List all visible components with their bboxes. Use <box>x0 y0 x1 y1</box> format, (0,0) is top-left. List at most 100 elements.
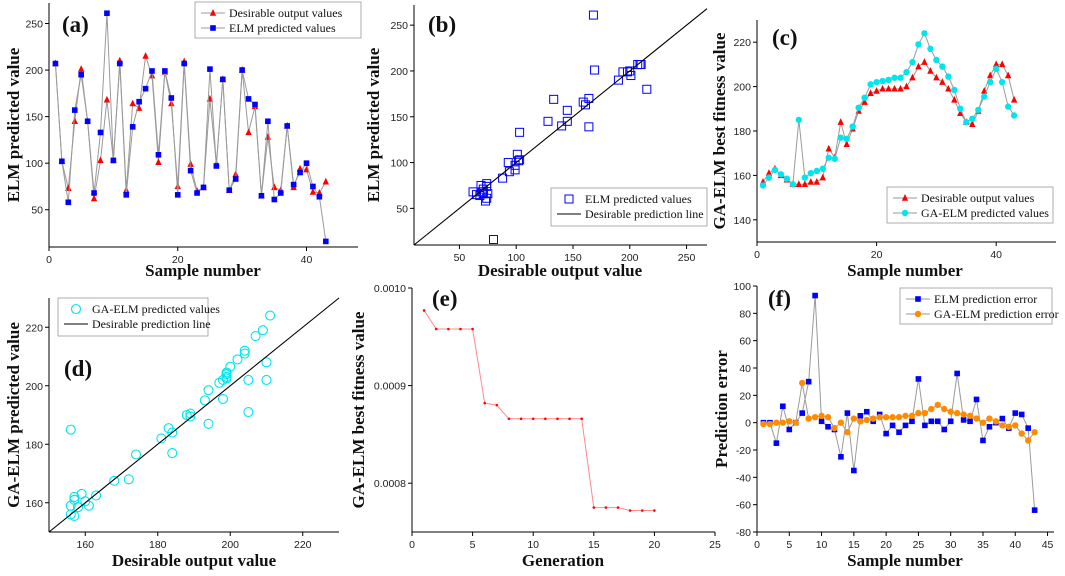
data-point <box>951 86 958 94</box>
data-point <box>873 78 880 86</box>
data-point <box>897 84 904 92</box>
y-tick-label: 180 <box>25 439 43 451</box>
data-point <box>149 68 155 74</box>
data-point <box>1010 95 1018 103</box>
x-tick-label: 250 <box>678 252 696 264</box>
x-tick-label: 200 <box>221 539 239 551</box>
data-point <box>130 449 142 460</box>
data-point <box>557 121 567 131</box>
data-point <box>786 426 793 433</box>
data-point <box>243 407 254 418</box>
data-point <box>825 423 831 430</box>
data-point <box>252 101 258 108</box>
data-point <box>941 426 948 433</box>
data-point <box>78 71 84 78</box>
y-tick-label: -40 <box>736 472 751 484</box>
data-point <box>1025 425 1031 431</box>
panel-label: (d) <box>64 356 92 381</box>
data-point <box>142 52 149 59</box>
data-point <box>483 401 487 405</box>
legend-marker <box>209 9 217 16</box>
data-point <box>973 415 980 422</box>
data-point <box>65 424 76 435</box>
legend-marker <box>210 25 216 31</box>
x-tick-label: 5 <box>470 539 476 551</box>
data-point <box>616 506 620 509</box>
data-point <box>1018 411 1025 418</box>
data-point <box>568 417 571 421</box>
data-point <box>471 190 481 200</box>
data-point <box>590 65 600 75</box>
y-tick-label: 80 <box>739 308 751 320</box>
data-point <box>503 158 513 168</box>
data-point <box>805 415 812 422</box>
data-point <box>844 410 851 416</box>
series-0 <box>422 309 656 512</box>
x-tick-label: 25 <box>709 539 721 551</box>
data-point <box>163 423 174 434</box>
data-point <box>945 73 952 80</box>
data-point <box>168 95 175 101</box>
data-point <box>813 167 820 175</box>
data-point <box>562 105 572 115</box>
data-point <box>813 178 820 185</box>
data-point <box>104 10 110 17</box>
data-point <box>811 414 819 421</box>
data-point <box>934 401 941 409</box>
x-tick-label: 15 <box>588 539 600 551</box>
legend-marker <box>901 209 909 217</box>
data-point <box>863 416 870 424</box>
data-point <box>59 158 65 165</box>
data-point <box>789 181 797 188</box>
legend-label: Desirable prediction line <box>92 317 211 331</box>
data-point <box>245 128 252 136</box>
x-tick-label: 20 <box>871 249 883 261</box>
y-tick-label: 0.0009 <box>374 381 406 393</box>
x-tick-label: 10 <box>816 539 828 551</box>
y-tick-label: 200 <box>733 82 751 94</box>
data-point <box>1005 423 1013 430</box>
legend-label: Desirable output values <box>921 191 1035 205</box>
data-point <box>203 418 214 429</box>
data-point <box>975 106 982 114</box>
data-point <box>951 95 958 103</box>
y-tick-label: 60 <box>739 336 751 348</box>
data-point <box>999 415 1006 422</box>
data-point <box>759 182 767 189</box>
data-point <box>807 169 815 177</box>
y-tick-label: 20 <box>739 390 751 402</box>
data-point <box>861 98 868 105</box>
data-point <box>123 474 134 485</box>
x-tick-label: 20 <box>649 539 661 551</box>
data-point <box>867 81 874 88</box>
data-point <box>928 405 935 413</box>
data-point <box>927 45 934 53</box>
data-point <box>771 166 779 174</box>
data-point <box>915 62 922 70</box>
legend-label: ELM predicted values <box>585 192 692 206</box>
data-point <box>515 127 525 137</box>
x-axis-label: Desirable output value <box>112 551 277 570</box>
data-point <box>447 327 450 331</box>
data-point <box>136 98 142 105</box>
panel-a: 0 20 40 50 100 150 200 250 Sample number ELM pred… <box>4 1 362 280</box>
data-point <box>957 109 964 116</box>
data-point <box>640 509 644 512</box>
data-point <box>760 420 767 428</box>
y-tick-label: 160 <box>733 170 751 182</box>
data-point <box>986 423 993 430</box>
data-point <box>801 180 809 187</box>
data-point <box>167 447 178 459</box>
data-point <box>861 94 868 101</box>
panel-label: (a) <box>62 12 89 37</box>
data-point <box>217 393 229 404</box>
data-point <box>290 181 297 188</box>
data-point <box>488 235 498 245</box>
x-tick-label: 150 <box>564 252 582 264</box>
x-tick-label: 160 <box>76 539 94 551</box>
data-point <box>882 414 890 421</box>
data-point <box>203 385 214 396</box>
data-point <box>795 116 803 124</box>
data-point <box>243 374 254 385</box>
data-point <box>954 370 960 377</box>
